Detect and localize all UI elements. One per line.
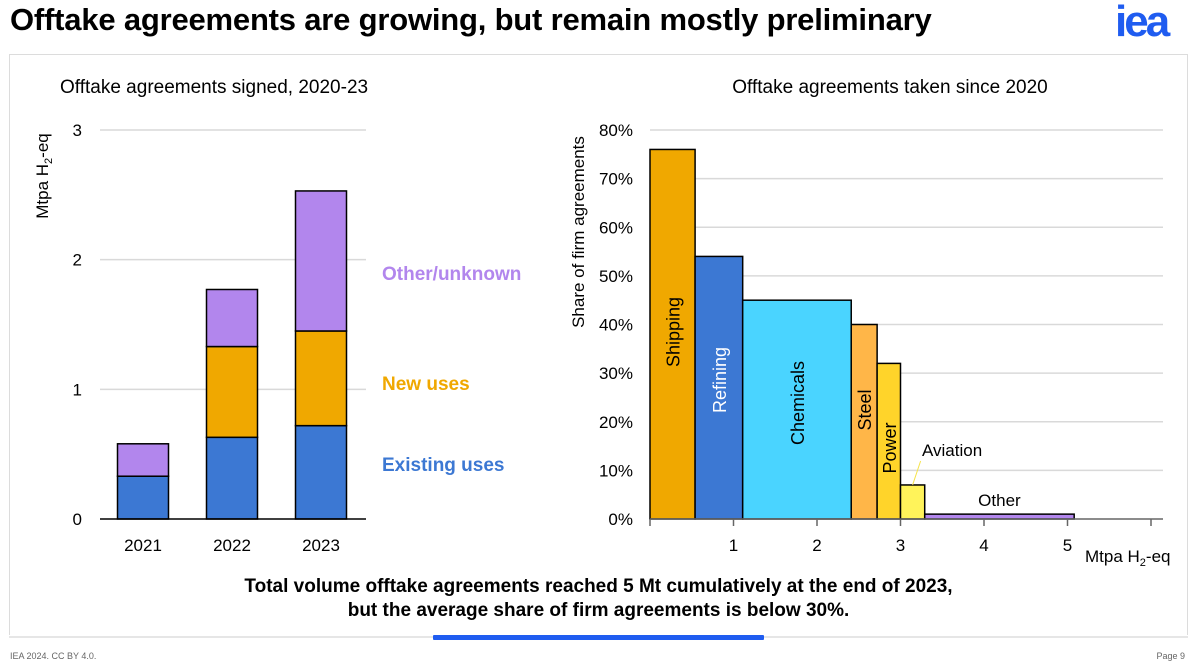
segment-label-other: Other <box>978 491 1021 510</box>
x-tick-label: 5 <box>1063 536 1072 555</box>
y-tick-label: 0 <box>73 510 82 529</box>
segment-bar-aviation <box>899 484 926 520</box>
bar-segment-other-unknown <box>205 288 259 348</box>
y-label-tail: -eq <box>33 133 52 158</box>
segment-label-aviation: Aviation <box>922 441 982 460</box>
segment-bar-chemicals <box>741 299 852 520</box>
accent-bar <box>433 635 764 640</box>
x-tick-label: 2 <box>812 536 821 555</box>
right-chart-bars <box>649 148 1075 520</box>
bar-stack-2022 <box>205 288 259 520</box>
bar-segment-new-uses <box>205 345 259 439</box>
left-chart-x-ticks: 2021 2022 2023 <box>124 536 340 555</box>
content-frame <box>9 54 1188 635</box>
footer-page-number: Page 9 <box>1156 651 1185 661</box>
y-tick-label: 20% <box>599 413 633 432</box>
y-label-subscript: 2 <box>43 158 55 164</box>
x-tick-label: 3 <box>896 536 905 555</box>
x-label-subscript: 2 <box>1140 557 1146 569</box>
caption-line-1: Total volume offtake agreements reached … <box>244 576 953 597</box>
x-tick-label: 2021 <box>124 536 162 555</box>
y-tick-label: 40% <box>599 316 633 335</box>
right-chart-x-ticks: 1 2 3 4 5 <box>649 519 1152 555</box>
bar-segment-other-unknown <box>116 443 170 477</box>
right-chart-title: Offtake agreements taken since 2020 <box>732 77 1048 98</box>
chart-caption: Total volume offtake agreements reached … <box>150 575 1047 623</box>
x-tick-label: 2022 <box>213 536 251 555</box>
segment-label-steel: Steel <box>855 389 875 430</box>
bar-segment-existing-uses <box>205 436 259 520</box>
left-chart-y-axis-label: Mtpa H2-eq <box>33 133 55 219</box>
y-tick-label: 2 <box>73 251 82 270</box>
footer-copyright: IEA 2024. CC BY 4.0. <box>10 651 97 661</box>
y-tick-label: 0% <box>608 510 633 529</box>
y-tick-label: 1 <box>73 380 82 399</box>
x-tick-label: 4 <box>979 536 988 555</box>
segment-label-chemicals: Chemicals <box>788 361 808 445</box>
x-tick-label: 2023 <box>302 536 340 555</box>
y-tick-label: 10% <box>599 461 633 480</box>
left-chart-bars <box>116 190 348 520</box>
y-tick-label: 70% <box>599 170 633 189</box>
bar-stack-2023 <box>294 190 348 520</box>
segment-label-shipping: Shipping <box>664 297 684 367</box>
caption-line-2: but the average share of firm agreements… <box>347 600 850 621</box>
right-chart-x-axis-label: Mtpa H2-eq <box>1085 547 1171 569</box>
left-chart-y-ticks: 0 1 2 3 <box>73 121 82 529</box>
segment-label-refining: Refining <box>710 347 730 413</box>
iea-logo-text: iea <box>1115 2 1171 42</box>
right-chart-y-axis-label: Share of firm agreements <box>569 136 588 328</box>
bar-segment-other-unknown <box>294 190 348 332</box>
y-tick-label: 30% <box>599 364 633 383</box>
y-tick-label: 80% <box>599 121 633 140</box>
aviation-callout-line <box>912 460 922 486</box>
bar-stack-2021 <box>116 443 170 520</box>
left-chart-title: Offtake agreements signed, 2020-23 <box>60 77 369 98</box>
segment-label-power: Power <box>880 422 900 473</box>
x-label-tail: -eq <box>1146 547 1171 566</box>
legend-other-unknown: Other/unknown <box>382 264 522 285</box>
right-chart-y-ticks: 0% 10% 20% 30% 40% 50% 60% 70% 80% <box>599 121 633 529</box>
page-title: Offtake agreements are growing, but rema… <box>10 2 932 37</box>
y-tick-label: 3 <box>73 121 82 140</box>
bar-segment-existing-uses <box>116 475 170 520</box>
legend-new-uses: New uses <box>382 374 470 395</box>
legend-existing-uses: Existing uses <box>382 455 505 476</box>
x-label-main: Mtpa H <box>1085 547 1140 566</box>
y-tick-label: 60% <box>599 218 633 237</box>
x-tick-label: 1 <box>729 536 738 555</box>
segment-bar-refining <box>694 255 744 520</box>
iea-logo: iea <box>1115 2 1174 42</box>
y-tick-label: 50% <box>599 267 633 286</box>
y-label-main: Mtpa H <box>33 164 52 219</box>
